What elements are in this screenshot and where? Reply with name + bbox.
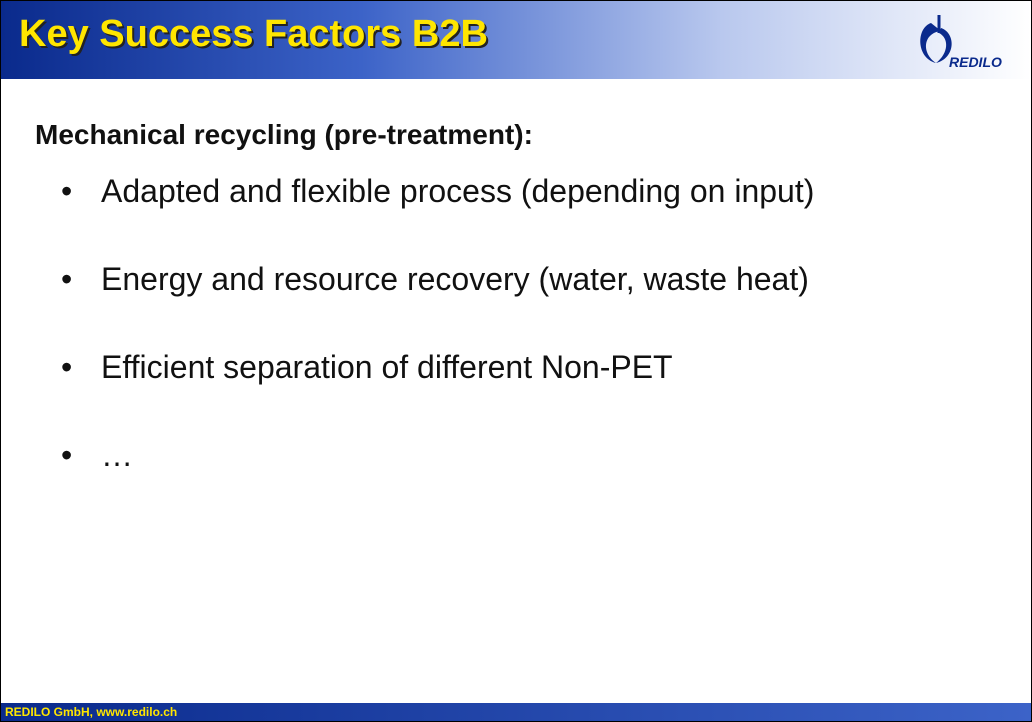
bullet-item: • Energy and resource recovery (water, wa… <box>61 249 814 337</box>
bullet-list: • Adapted and flexible process (depending… <box>61 161 814 513</box>
bullet-text: Adapted and flexible process (depending … <box>101 173 815 209</box>
bullet-dot: • <box>61 173 73 209</box>
title: Key Success Factors B2B <box>19 13 488 55</box>
bullet-text: Efficient separation of different Non-PE… <box>101 349 673 385</box>
bullet-item: • Efficient separation of different Non-P… <box>61 337 814 425</box>
subtitle: Mechanical recycling (pre-treatment): <box>35 119 533 150</box>
bullet-dot: • <box>61 437 73 473</box>
bullet-dot: • <box>61 261 73 297</box>
bullet-dot: • <box>61 349 73 385</box>
logo-text: REDILO <box>949 54 1002 70</box>
bullet-text: … <box>101 437 133 473</box>
footer-bar: REDILO GmbH, www.redilo.ch <box>1 703 1031 721</box>
header-bar: Key Success Factors B2B REDILO <box>1 1 1031 79</box>
footer-text: REDILO GmbH, www.redilo.ch <box>5 705 178 719</box>
bullet-text: Energy and resource recovery (water, was… <box>101 261 809 297</box>
logo: REDILO <box>920 15 1002 70</box>
bullet-item: •… <box>61 425 814 513</box>
bullet-item: • Adapted and flexible process (depending… <box>61 161 814 249</box>
